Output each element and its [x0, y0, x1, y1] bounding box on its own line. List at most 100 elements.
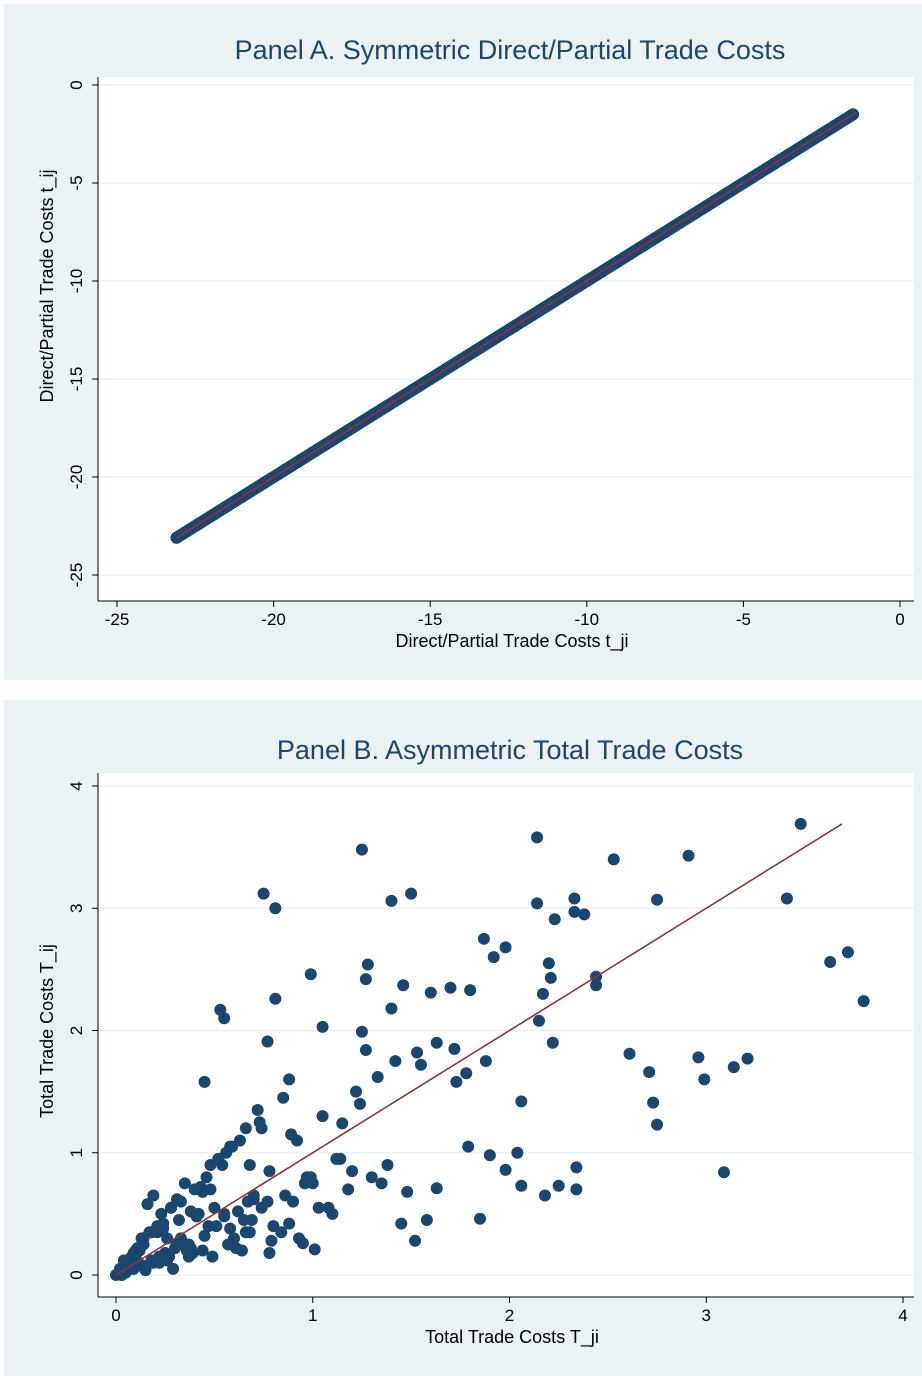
- data-point: [279, 1189, 292, 1202]
- data-point: [292, 1232, 305, 1245]
- y-tick-label: -25: [67, 563, 86, 588]
- data-point: [312, 1201, 325, 1214]
- data-point: [857, 995, 870, 1008]
- x-tick-label: -10: [575, 610, 600, 629]
- data-point: [381, 1158, 394, 1171]
- y-tick-label: 2: [67, 1026, 86, 1035]
- data-point: [477, 932, 490, 945]
- fit-line: [176, 111, 857, 539]
- data-point: [265, 1234, 278, 1247]
- chart-b-ticks: 0 1 2 3 4 0 1 2 3 4: [67, 781, 908, 1325]
- data-point: [450, 1075, 463, 1088]
- data-point: [151, 1226, 164, 1239]
- data-point: [511, 1146, 524, 1159]
- data-point: [165, 1201, 178, 1214]
- data-point: [342, 1183, 355, 1196]
- x-tick-label: -25: [105, 610, 130, 629]
- y-tick-label: 0: [67, 80, 86, 89]
- chart-a-grid: [99, 84, 914, 576]
- data-point: [359, 1044, 372, 1057]
- panel-a: Panel A. Symmetric Direct/Partial Trade …: [4, 4, 922, 680]
- data-point: [570, 1183, 583, 1196]
- data-point: [414, 1058, 427, 1071]
- chart-b-xlabel: Total Trade Costs T_ji: [425, 1327, 599, 1348]
- data-point: [538, 1189, 551, 1202]
- data-point: [277, 1091, 290, 1104]
- x-tick-label: 0: [111, 1306, 120, 1325]
- data-point: [218, 1207, 231, 1220]
- data-point: [375, 1177, 388, 1190]
- x-tick-label: 2: [505, 1306, 514, 1325]
- data-point: [546, 1036, 559, 1049]
- chart-a-fit-line: [176, 111, 857, 539]
- data-point: [568, 892, 581, 905]
- data-point: [210, 1220, 223, 1233]
- data-point: [253, 1116, 266, 1129]
- data-point: [483, 1149, 496, 1162]
- data-point: [172, 1213, 185, 1226]
- data-point: [275, 1226, 288, 1239]
- data-point: [182, 1250, 195, 1263]
- y-tick-label: -10: [67, 269, 86, 294]
- data-point: [570, 1161, 583, 1174]
- data-point: [230, 1242, 243, 1255]
- data-point: [464, 984, 477, 997]
- y-tick-label: -15: [67, 367, 86, 392]
- data-point: [261, 1195, 274, 1208]
- data-point: [194, 1180, 207, 1193]
- x-tick-label: -15: [418, 610, 443, 629]
- chart-b-grid: [99, 785, 914, 1276]
- data-point: [409, 1234, 422, 1247]
- data-point: [283, 1217, 296, 1230]
- data-point: [590, 979, 603, 992]
- data-point: [578, 908, 591, 921]
- data-point: [161, 1254, 174, 1267]
- data-point: [304, 968, 317, 981]
- chart-a-ticks: -25 -20 -15 -10 -5 0 -25 -20 -15 -10 -5 0: [67, 80, 905, 629]
- x-tick-label: -20: [261, 610, 286, 629]
- data-point: [794, 817, 807, 830]
- data-point: [135, 1259, 148, 1272]
- data-point: [129, 1250, 142, 1263]
- data-point: [353, 1097, 366, 1110]
- data-point: [371, 1070, 384, 1083]
- data-point: [397, 979, 410, 992]
- data-point: [231, 1205, 244, 1218]
- data-point: [285, 1128, 298, 1141]
- fit-line: [115, 823, 843, 1276]
- y-tick-label: 1: [67, 1148, 86, 1157]
- data-point: [651, 893, 664, 906]
- data-point: [206, 1250, 219, 1263]
- chart-b-ylabel: Total Trade Costs T_ij: [37, 944, 58, 1118]
- data-point: [401, 1185, 414, 1198]
- data-point: [170, 1238, 183, 1251]
- data-point: [283, 1073, 296, 1086]
- data-point: [607, 853, 620, 866]
- data-point: [239, 1226, 252, 1239]
- data-point: [389, 1055, 402, 1068]
- data-point: [411, 1046, 424, 1059]
- chart-a-title: Panel A. Symmetric Direct/Partial Trade …: [235, 35, 786, 65]
- data-point: [167, 1262, 180, 1275]
- data-point: [243, 1158, 256, 1171]
- data-point: [647, 1096, 660, 1109]
- data-point: [420, 1213, 433, 1226]
- chart-b-title: Panel B. Asymmetric Total Trade Costs: [277, 735, 743, 765]
- data-point: [515, 1179, 528, 1192]
- data-point: [178, 1177, 191, 1190]
- data-point: [727, 1061, 740, 1074]
- data-point: [316, 1110, 329, 1123]
- data-point: [220, 1146, 233, 1159]
- x-tick-label: 3: [702, 1306, 711, 1325]
- data-point: [460, 1067, 473, 1080]
- data-point: [200, 1171, 213, 1184]
- data-point: [334, 1152, 347, 1165]
- data-point: [269, 992, 282, 1005]
- data-point: [692, 1051, 705, 1064]
- data-point: [359, 973, 372, 986]
- data-point: [263, 1246, 276, 1259]
- data-point: [155, 1207, 168, 1220]
- data-point: [542, 957, 555, 970]
- data-point: [717, 1166, 730, 1179]
- data-point: [448, 1042, 461, 1055]
